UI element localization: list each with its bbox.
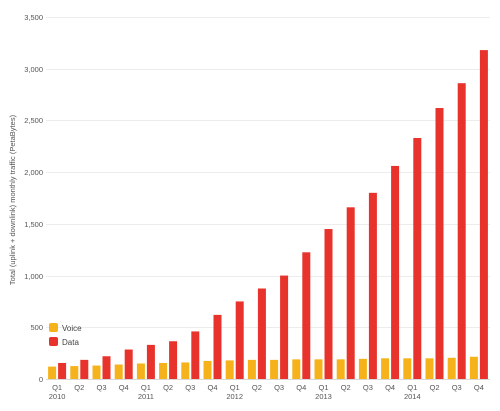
x-axis-tick-labels: Q1 Q2 Q3 Q4 Q1 Q2 Q3 Q4 Q1 Q2 Q3 Q4 Q1 Q2 Q3 Q4 Q1 Q2 Q3 Q4…: [49, 383, 484, 401]
x-tick-label: Q2: [429, 383, 439, 392]
bar-voice: [48, 366, 57, 379]
x-year-label: 2012: [226, 392, 243, 401]
x-tick-label: Q4: [474, 383, 484, 392]
bar-voice: [159, 362, 168, 379]
bar-data: [58, 362, 67, 379]
bar-data: [191, 331, 200, 379]
legend-label-data: Data: [62, 338, 79, 347]
x-tick-label: Q3: [363, 383, 373, 392]
x-tick-label: Q4: [119, 383, 129, 392]
bar-data: [413, 138, 422, 379]
x-tick-label: Q4: [296, 383, 306, 392]
bar-voice: [70, 366, 79, 379]
bar-voice: [469, 356, 478, 379]
bar-data: [257, 288, 266, 379]
y-tick-label: 3,500: [24, 13, 43, 22]
x-year-label: 2011: [138, 392, 154, 401]
bar-voice: [447, 357, 456, 379]
x-tick-label: Q2: [74, 383, 84, 392]
y-tick-label: 1,500: [24, 220, 43, 229]
bar-data: [280, 275, 289, 379]
x-tick-label: Q2: [341, 383, 351, 392]
bar-data: [346, 207, 355, 379]
x-tick-label: Q3: [185, 383, 195, 392]
legend-label-voice: Voice: [62, 324, 82, 333]
bar-data: [102, 356, 111, 379]
y-tick-label: 2,500: [24, 116, 43, 125]
bar-voice: [136, 363, 145, 379]
legend-swatch-voice: [49, 323, 58, 332]
bar-voice: [270, 359, 279, 379]
x-year-label: 2010: [49, 392, 66, 401]
bar-data: [169, 341, 178, 379]
bar-voice: [358, 358, 367, 379]
bar-data: [457, 83, 466, 379]
x-tick-label: Q4: [385, 383, 395, 392]
x-tick-label: Q3: [96, 383, 106, 392]
bar-data: [302, 252, 311, 379]
bar-voice: [181, 362, 190, 379]
y-tick-label: 2,000: [24, 168, 43, 177]
bar-data: [80, 359, 89, 379]
bar-data: [124, 349, 133, 379]
bar-voice: [403, 358, 412, 379]
x-tick-label: Q1: [318, 383, 328, 392]
bar-voice: [381, 358, 390, 379]
legend-swatch-data: [49, 337, 58, 346]
bar-voice: [203, 360, 212, 379]
y-tick-label: 3,000: [24, 65, 43, 74]
x-year-label: 2014: [404, 392, 421, 401]
gridlines: [46, 17, 490, 328]
x-tick-label: Q1: [407, 383, 417, 392]
x-tick-label: Q1: [230, 383, 240, 392]
y-tick-label: 0: [39, 375, 43, 384]
bar-voice: [114, 364, 123, 379]
bar-voice: [425, 358, 434, 379]
bar-data: [146, 344, 155, 379]
x-tick-label: Q3: [274, 383, 284, 392]
x-tick-label: Q2: [163, 383, 173, 392]
x-tick-label: Q3: [452, 383, 462, 392]
bar-data: [235, 301, 244, 379]
y-axis-tick-labels: 0 500 1,000 1,500 2,000 2,500 3,000 3,500: [24, 13, 43, 384]
x-year-label: 2013: [315, 392, 332, 401]
bar-data: [435, 108, 444, 380]
y-tick-label: 1,000: [24, 272, 43, 281]
bar-voice: [247, 359, 256, 379]
bar-data: [391, 165, 400, 379]
x-tick-label: Q1: [141, 383, 151, 392]
bar-voice: [92, 365, 101, 379]
y-tick-label: 500: [30, 323, 43, 332]
bar-voice: [314, 359, 323, 379]
x-tick-label: Q1: [52, 383, 62, 392]
bar-data: [368, 192, 377, 379]
bar-data: [479, 50, 488, 379]
x-tick-label: Q2: [252, 383, 262, 392]
x-tick-label: Q4: [207, 383, 217, 392]
bar-voice: [225, 360, 234, 379]
bars: [48, 50, 488, 380]
bar-voice: [292, 359, 301, 379]
bar-data: [213, 314, 222, 379]
y-axis-label: Total (uplink + downlink) monthly traffi…: [8, 114, 17, 285]
bar-voice: [336, 359, 345, 379]
legend: Voice Data: [49, 323, 82, 347]
bar-data: [324, 229, 333, 379]
